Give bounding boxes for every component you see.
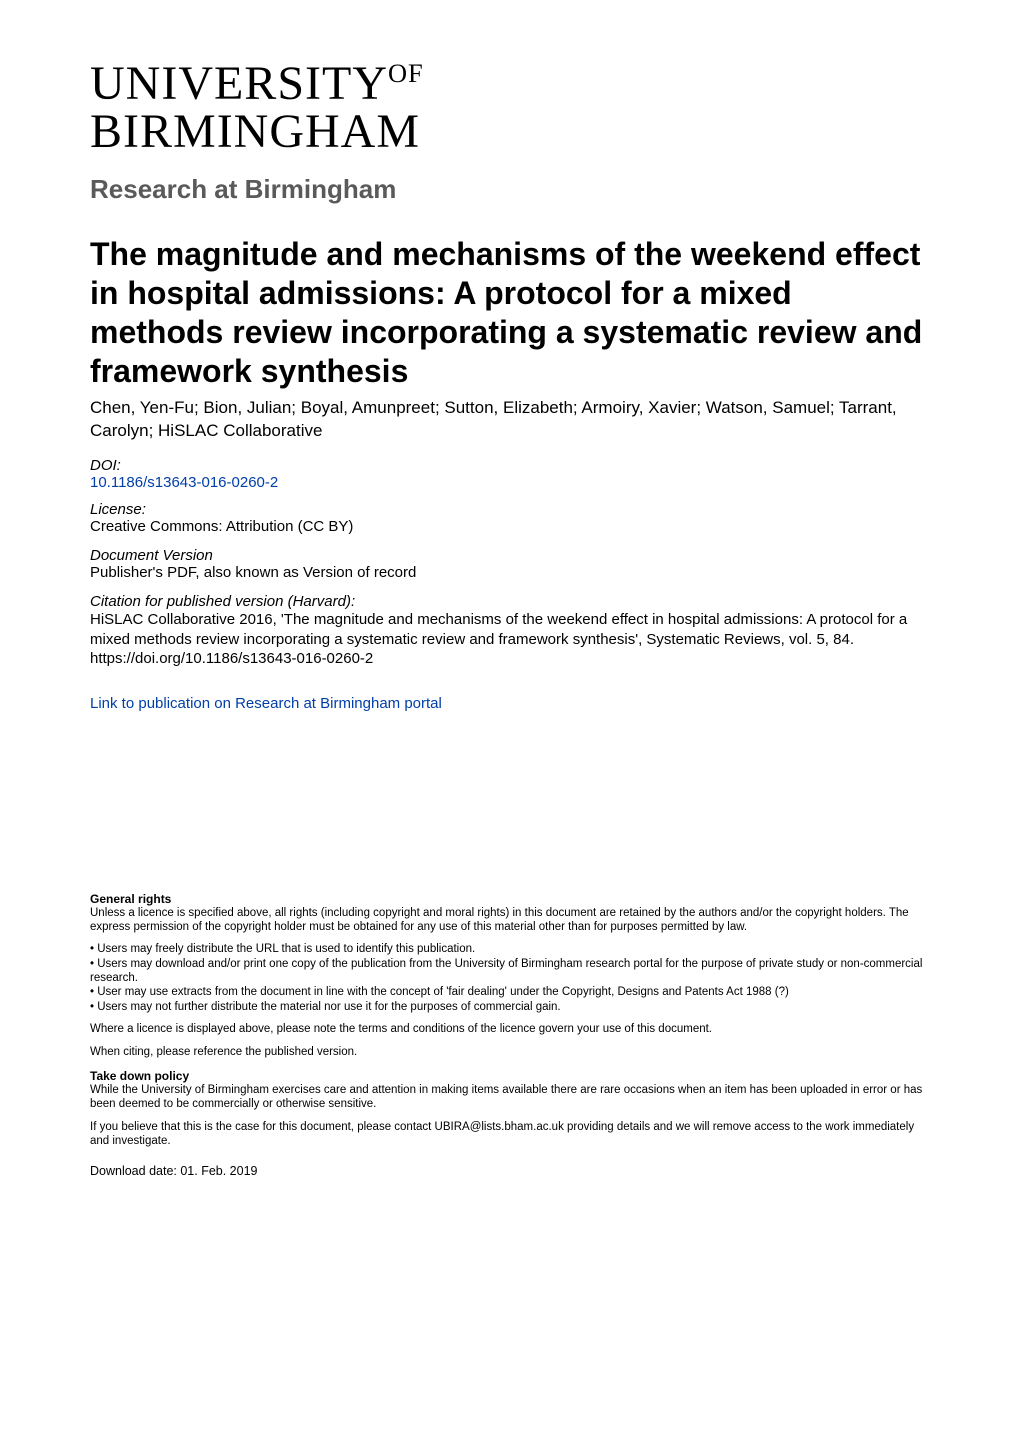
paper-title: The magnitude and mechanisms of the week… (90, 235, 930, 391)
general-rights-bullet: Users may freely distribute the URL that… (90, 942, 930, 956)
license-text: Creative Commons: Attribution (CC BY) (90, 518, 930, 535)
doi-link[interactable]: 10.1186/s13643-016-0260-2 (90, 474, 930, 491)
university-logo: UNIVERSITYOF BIRMINGHAM (90, 60, 930, 156)
page-container: UNIVERSITYOF BIRMINGHAM Research at Birm… (0, 0, 1020, 1443)
logo-line1-suffix: OF (388, 58, 424, 88)
general-rights-bullet: User may use extracts from the document … (90, 985, 930, 999)
general-rights-block: General rights Unless a licence is speci… (90, 892, 930, 1059)
document-version-text: Publisher's PDF, also known as Version o… (90, 564, 930, 581)
general-rights-bullet: Users may not further distribute the mat… (90, 1000, 930, 1014)
license-label: License: (90, 501, 930, 518)
logo-line2: BIRMINGHAM (90, 108, 930, 156)
download-date: Download date: 01. Feb. 2019 (90, 1164, 930, 1178)
takedown-block: Take down policy While the University of… (90, 1069, 930, 1149)
general-rights-after: Where a licence is displayed above, plea… (90, 1022, 930, 1036)
license-block: License: Creative Commons: Attribution (… (90, 501, 930, 535)
takedown-heading: Take down policy (90, 1069, 930, 1083)
general-rights-heading: General rights (90, 892, 930, 906)
general-rights-body: Unless a licence is specified above, all… (90, 906, 930, 935)
research-subtitle: Research at Birmingham (90, 174, 930, 205)
document-version-block: Document Version Publisher's PDF, also k… (90, 547, 930, 581)
general-rights-citing: When citing, please reference the publis… (90, 1045, 930, 1059)
citation-block: Citation for published version (Harvard)… (90, 593, 930, 669)
takedown-body2: If you believe that this is the case for… (90, 1120, 930, 1149)
takedown-body1: While the University of Birmingham exerc… (90, 1083, 930, 1112)
citation-label: Citation for published version (Harvard)… (90, 593, 930, 610)
doi-label: DOI: (90, 457, 930, 474)
portal-link[interactable]: Link to publication on Research at Birmi… (90, 695, 930, 712)
logo-line1-prefix: UNIVERSITY (90, 57, 388, 110)
doi-block: DOI: 10.1186/s13643-016-0260-2 (90, 457, 930, 491)
logo-line1: UNIVERSITYOF (90, 60, 930, 108)
citation-text: HiSLAC Collaborative 2016, 'The magnitud… (90, 610, 930, 669)
general-rights-bullet: Users may download and/or print one copy… (90, 957, 930, 986)
document-version-label: Document Version (90, 547, 930, 564)
paper-authors: Chen, Yen-Fu; Bion, Julian; Boyal, Amunp… (90, 397, 930, 443)
